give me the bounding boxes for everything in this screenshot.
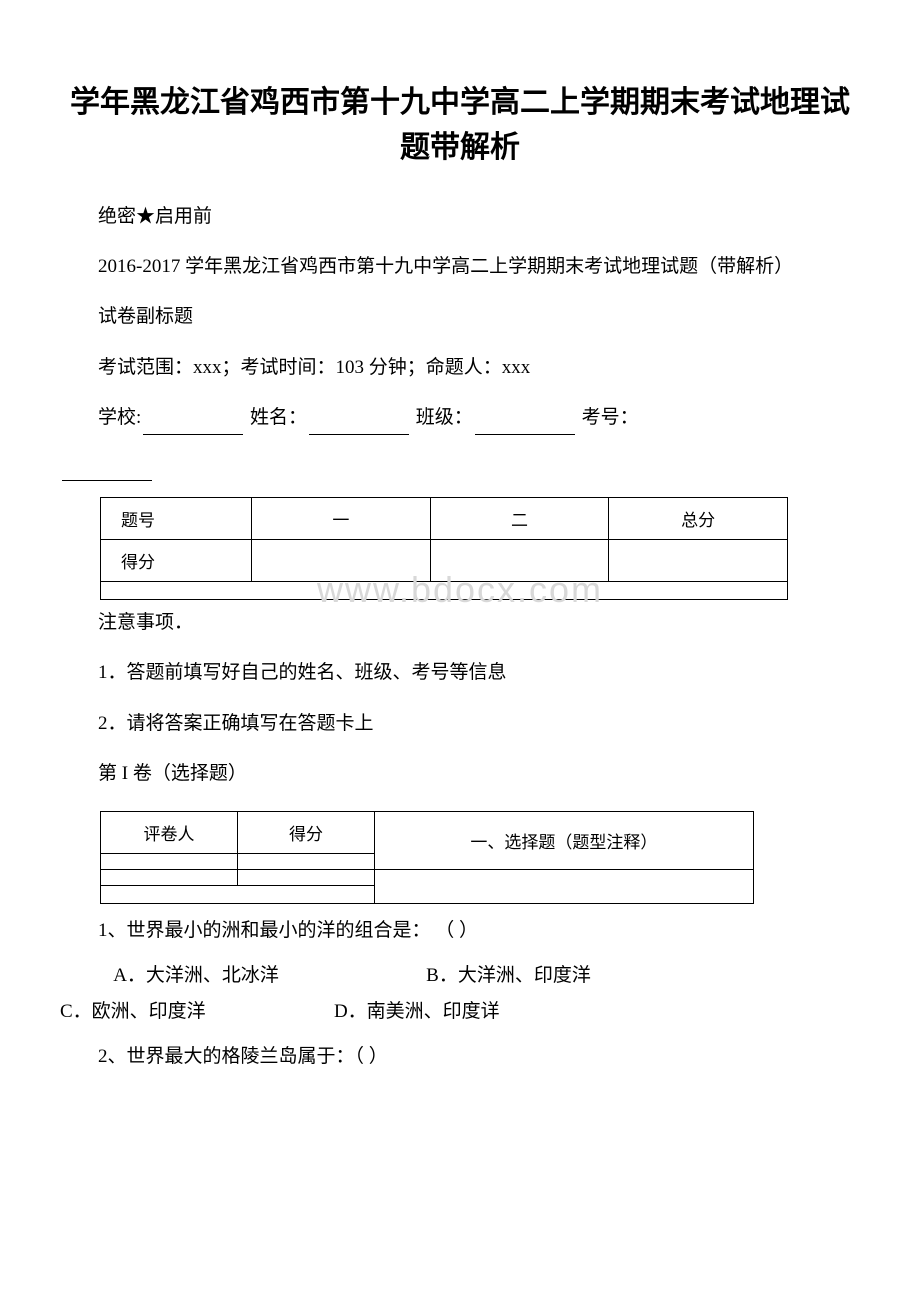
student-info-line: 学校: 姓名： 班级： 考号： bbox=[60, 401, 860, 435]
number-blank-line bbox=[60, 447, 860, 481]
header-label: 题号 bbox=[101, 498, 252, 540]
name-blank[interactable] bbox=[309, 412, 409, 435]
table-row: 得分 bbox=[101, 540, 788, 582]
name-label: 姓名： bbox=[250, 407, 307, 428]
number-blank[interactable] bbox=[62, 458, 152, 481]
grader-table: 评卷人 得分 一、选择题（题型注释） bbox=[100, 811, 754, 904]
score-row-label: 得分 bbox=[101, 540, 252, 582]
confidential-label: 绝密★启用前 bbox=[60, 200, 860, 234]
q1-option-a[interactable]: A．大洋洲、北冰洋 bbox=[113, 958, 279, 994]
grader-blank-2[interactable] bbox=[101, 869, 238, 885]
grader-label: 评卷人 bbox=[101, 811, 238, 853]
table-spacer bbox=[101, 582, 788, 600]
table-row bbox=[101, 582, 788, 600]
score-cell-2[interactable] bbox=[430, 540, 609, 582]
number-label: 考号： bbox=[582, 407, 639, 428]
page-title: 学年黑龙江省鸡西市第十九中学高二上学期期末考试地理试题带解析 bbox=[60, 80, 860, 170]
question-2: 2、世界最大的格陵兰岛属于：（ ） bbox=[60, 1040, 860, 1074]
notice-title: 注意事项． bbox=[60, 606, 860, 640]
exam-name: 2016-2017 学年黑龙江省鸡西市第十九中学高二上学期期末考试地理试题（带解… bbox=[60, 250, 860, 284]
class-label: 班级： bbox=[416, 407, 473, 428]
score-cell-1[interactable] bbox=[252, 540, 431, 582]
notice-item-2: 2．请将答案正确填写在答题卡上 bbox=[60, 707, 860, 741]
section-right-blank bbox=[375, 869, 754, 903]
class-blank[interactable] bbox=[475, 412, 575, 435]
score-blank-2[interactable] bbox=[238, 869, 375, 885]
score-table: 题号 一 二 总分 得分 bbox=[100, 497, 788, 600]
q1-option-d[interactable]: D．南美洲、印度详 bbox=[334, 994, 500, 1030]
table-row: 题号 一 二 总分 bbox=[101, 498, 788, 540]
part-1-label: 第 I 卷（选择题） bbox=[60, 757, 860, 791]
section-title: 一、选择题（题型注释） bbox=[375, 811, 754, 869]
grader-blank[interactable] bbox=[101, 853, 238, 869]
score-blank[interactable] bbox=[238, 853, 375, 869]
table-row: 评卷人 得分 一、选择题（题型注释） bbox=[101, 811, 754, 853]
col-1: 一 bbox=[252, 498, 431, 540]
question-1-options: A．大洋洲、北冰洋 B．大洋洲、印度洋 C．欧洲、印度洋 D．南美洲、印度详 bbox=[60, 958, 860, 1030]
col-2: 二 bbox=[430, 498, 609, 540]
question-1: 1、世界最小的洲和最小的洋的组合是： （ ） bbox=[60, 914, 860, 948]
score-label: 得分 bbox=[238, 811, 375, 853]
score-cell-total[interactable] bbox=[609, 540, 788, 582]
table-row bbox=[101, 869, 754, 885]
subtitle: 试卷副标题 bbox=[60, 300, 860, 334]
school-label: 学校: bbox=[98, 407, 141, 428]
col-total: 总分 bbox=[609, 498, 788, 540]
table-spacer bbox=[101, 885, 375, 903]
q1-option-b[interactable]: B．大洋洲、印度洋 bbox=[426, 958, 591, 994]
notice-item-1: 1．答题前填写好自己的姓名、班级、考号等信息 bbox=[60, 656, 860, 690]
q1-option-c[interactable]: C．欧洲、印度洋 bbox=[60, 994, 206, 1030]
exam-meta: 考试范围：xxx；考试时间：103 分钟；命题人：xxx bbox=[60, 351, 860, 385]
school-blank[interactable] bbox=[143, 412, 243, 435]
